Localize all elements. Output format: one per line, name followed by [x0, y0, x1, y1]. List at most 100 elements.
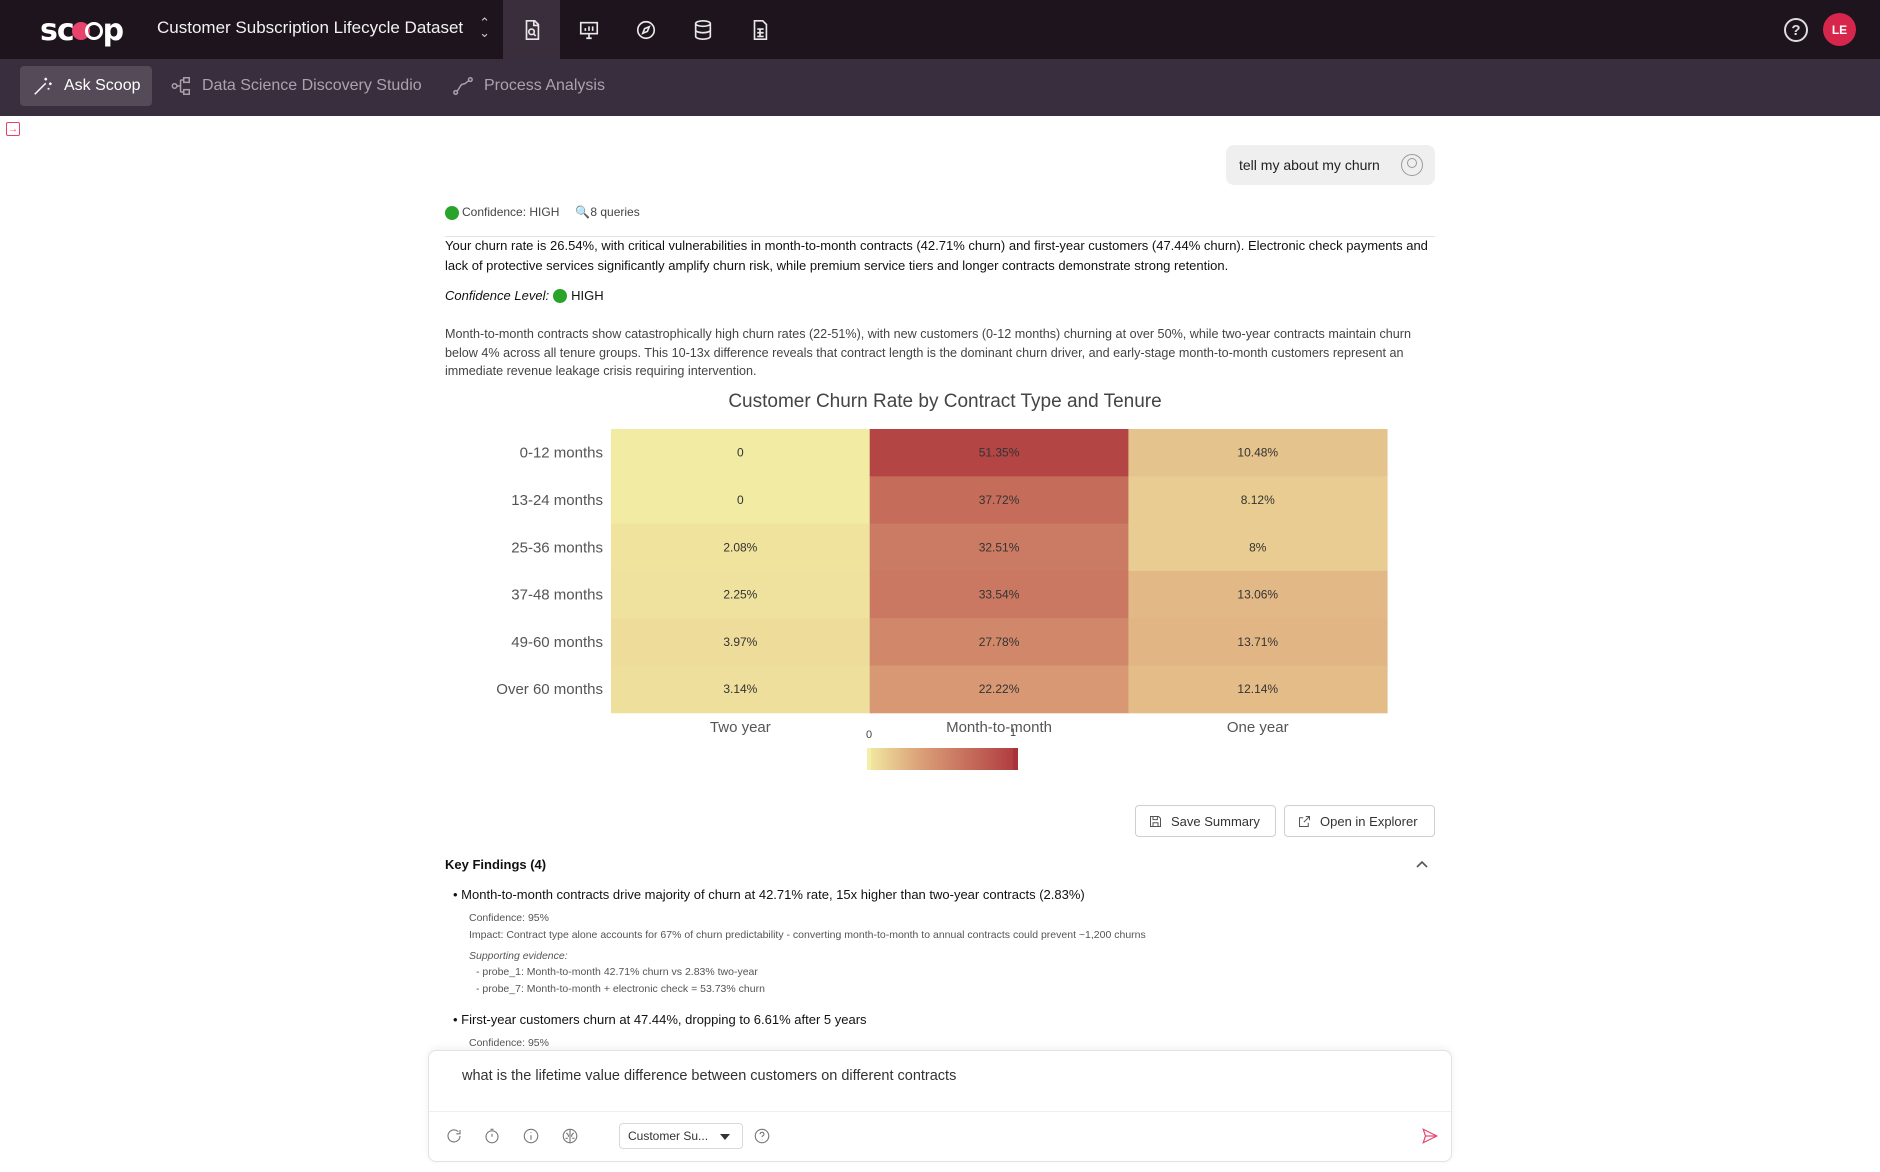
cell-label: 0 — [737, 446, 744, 460]
heatmap-chart: 0-12 months 0 51.35% 10.48% 13-24 months 0 37.… — [496, 429, 1388, 770]
cell-label: 33.54% — [979, 588, 1020, 602]
expand-panel-icon[interactable]: → — [6, 122, 20, 136]
cell-label: 0 — [737, 493, 744, 507]
confidence-level-label: Confidence Level: — [445, 288, 550, 303]
report-icon[interactable] — [503, 0, 560, 59]
workflow-icon — [171, 77, 190, 95]
open-explorer-button[interactable]: Open in Explorer — [1284, 805, 1435, 837]
finding-confidence: Confidence: 95% — [469, 912, 549, 924]
heatmap-cell — [1128, 570, 1388, 619]
timer-icon[interactable] — [483, 1127, 501, 1145]
chat-input-box: what is the lifetime value difference be… — [428, 1050, 1452, 1162]
dataset-select-value: Customer Su... — [628, 1129, 709, 1143]
confidence-badge: Confidence: HIGH — [445, 205, 559, 220]
heatmap-cell — [1128, 429, 1388, 477]
heatmap-cell — [1128, 523, 1388, 572]
brain-icon[interactable] — [561, 1127, 579, 1145]
y-tick-label: 25-36 months — [511, 539, 603, 556]
compass-icon[interactable] — [617, 0, 674, 59]
y-tick-label: 37-48 months — [511, 587, 603, 604]
evidence-label-text: Supporting evidence: — [469, 950, 568, 962]
colorbar-handle-max — [1013, 748, 1018, 770]
heatmap-cell — [611, 523, 871, 572]
colorbar-tick-label: 1 — [1010, 727, 1016, 739]
colorbar-tick-label: 0 — [866, 729, 872, 741]
save-summary-label: Save Summary — [1171, 813, 1260, 829]
user-avatar[interactable]: LE — [1823, 13, 1856, 46]
heatmap-cell — [869, 618, 1129, 666]
help-icon[interactable]: ? — [1784, 18, 1808, 42]
user-icon — [1401, 154, 1423, 176]
colorbar — [867, 748, 1017, 770]
chat-input[interactable]: what is the lifetime value difference be… — [462, 1068, 957, 1084]
confidence-badge-label: Confidence: HIGH — [462, 205, 560, 219]
top-nav-icons — [503, 0, 788, 59]
tab-ask-scoop[interactable]: Ask Scoop — [20, 66, 153, 106]
x-tick-label: One year — [1227, 719, 1289, 736]
help-circle-icon[interactable] — [753, 1127, 771, 1145]
dataset-selector[interactable]: Customer Subscription Lifecycle Dataset … — [157, 15, 491, 40]
finding-headline: • Month-to-month contracts drive majorit… — [453, 887, 1085, 902]
response-meta: Confidence: HIGH 🔍8 queries — [445, 205, 640, 220]
queries-badge[interactable]: 🔍8 queries — [575, 205, 640, 220]
heatmap-cell — [869, 476, 1129, 525]
finding-headline: • First-year customers churn at 47.44%, … — [453, 1012, 867, 1027]
cell-label: 37.72% — [979, 493, 1020, 507]
cell-label: 32.51% — [979, 540, 1020, 554]
spreadsheet-icon[interactable] — [731, 0, 788, 59]
cell-label: 3.14% — [723, 682, 757, 696]
chart-description: Month-to-month contracts show catastroph… — [445, 327, 1411, 378]
dataset-name: Customer Subscription Lifecycle Dataset — [157, 18, 464, 37]
info-icon[interactable] — [522, 1127, 540, 1145]
finding-confidence: Confidence: 95% — [469, 1037, 549, 1049]
open-explorer-label: Open in Explorer — [1320, 813, 1418, 829]
cell-label: 10.48% — [1237, 446, 1278, 460]
cell-label: 2.25% — [723, 588, 757, 602]
input-divider — [429, 1111, 1451, 1112]
scoop-logo[interactable]: sc p — [40, 12, 124, 48]
finding-evidence-item: - probe_7: Month-to-month + electronic c… — [476, 983, 765, 995]
cell-label: 51.35% — [979, 446, 1020, 460]
external-link-icon — [1299, 815, 1310, 827]
cell-label: 12.14% — [1237, 682, 1278, 696]
heatmap-cell — [611, 570, 871, 619]
y-tick-label: Over 60 months — [496, 681, 603, 698]
cell-label: 2.08% — [723, 540, 757, 554]
tab-ask-scoop-label: Ask Scoop — [64, 77, 141, 94]
x-tick-label: Two year — [710, 719, 771, 736]
chevron-updown-icon: ⌃ ⌄ — [479, 15, 491, 40]
divider — [445, 236, 1435, 237]
heatmap-cell — [611, 618, 871, 666]
y-tick-label: 49-60 months — [511, 634, 603, 651]
tab-process-analysis[interactable]: Process Analysis — [440, 66, 617, 106]
finding-evidence-item: - probe_1: Month-to-month 42.71% churn v… — [476, 966, 758, 978]
cell-label: 13.71% — [1237, 635, 1278, 649]
heatmap-cell — [611, 429, 871, 477]
green-dot-icon — [445, 205, 459, 220]
cell-label: 8.12% — [1241, 493, 1275, 507]
send-icon[interactable] — [1421, 1127, 1439, 1150]
tab-process-label: Process Analysis — [484, 77, 605, 94]
user-message-text: tell my about my churn — [1239, 157, 1380, 173]
tab-discovery-studio[interactable]: Data Science Discovery Studio — [158, 66, 434, 106]
y-tick-label: 0-12 months — [520, 445, 603, 462]
heatmap-cell — [611, 476, 871, 525]
refresh-icon[interactable] — [445, 1127, 463, 1145]
presentation-icon[interactable] — [560, 0, 617, 59]
heatmap-cell — [1128, 476, 1388, 525]
heatmap-cell — [611, 665, 871, 714]
caret-down-icon — [720, 1134, 730, 1140]
finding-impact: Impact: Contract type alone accounts for… — [469, 929, 1146, 941]
cell-label: 8% — [1249, 540, 1267, 554]
cell-label: 22.22% — [979, 682, 1020, 696]
database-icon[interactable] — [674, 0, 731, 59]
save-icon — [1150, 815, 1161, 827]
chevron-up-icon[interactable] — [1415, 857, 1429, 871]
process-path-icon — [453, 77, 473, 95]
sub-nav: Ask Scoop Data Science Discovery Studio … — [0, 59, 1880, 116]
cell-label: 13.06% — [1237, 588, 1278, 602]
cell-label: 27.78% — [979, 635, 1020, 649]
save-summary-button[interactable]: Save Summary — [1135, 805, 1276, 837]
dataset-select[interactable]: Customer Su... — [619, 1123, 743, 1149]
green-dot-icon — [553, 288, 568, 303]
